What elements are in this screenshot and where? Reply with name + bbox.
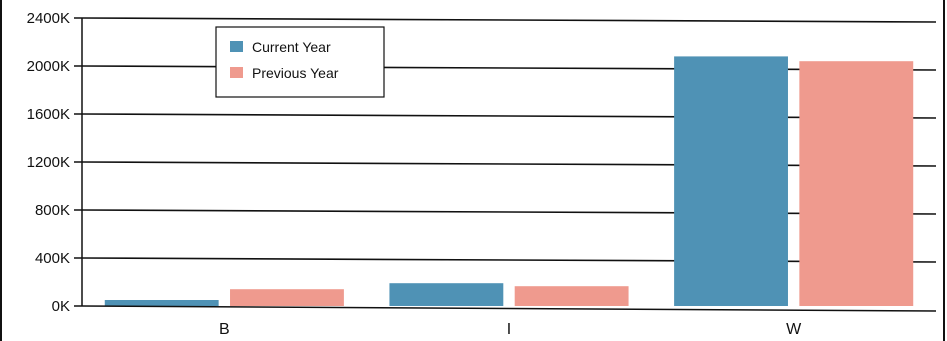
- x-axis: [81, 305, 937, 312]
- x-tick-label-i: I: [507, 321, 511, 338]
- y-tick-label: 1200K: [27, 154, 70, 171]
- x-tick-label-w: W: [786, 321, 802, 338]
- bar-current-year-w: [674, 56, 788, 307]
- legend-box: [215, 26, 385, 98]
- y-tick-label: 1600K: [27, 106, 70, 123]
- x-tick-label-b: B: [219, 321, 230, 338]
- gridline: [81, 161, 937, 167]
- legend-swatch-current-year: [230, 41, 243, 52]
- bar-previous-year-b: [230, 289, 344, 306]
- legend-label-previous-year: Previous Year: [252, 65, 339, 81]
- bars-group: [104, 56, 914, 307]
- y-axis-ticks: 0K 400K 800K 1200K 1600K 2000K 2400K: [27, 10, 82, 315]
- bar-current-year-i: [389, 283, 504, 306]
- y-tick-label: 2400K: [27, 10, 70, 27]
- bar-previous-year-i: [514, 286, 629, 306]
- bar-current-year-b: [104, 300, 219, 306]
- y-tick-label: 0K: [52, 298, 70, 315]
- y-tick-label: 400K: [35, 250, 70, 267]
- gridline: [81, 209, 937, 215]
- bar-previous-year-w: [799, 61, 914, 307]
- gridline: [81, 113, 937, 119]
- legend: Current Year Previous Year: [215, 26, 385, 98]
- y-tick-label: 800K: [35, 202, 70, 219]
- legend-swatch-previous-year: [230, 67, 243, 78]
- gridline: [81, 257, 937, 263]
- y-tick-label: 2000K: [27, 58, 70, 75]
- legend-label-current-year: Current Year: [252, 39, 331, 55]
- gridline: [81, 17, 937, 23]
